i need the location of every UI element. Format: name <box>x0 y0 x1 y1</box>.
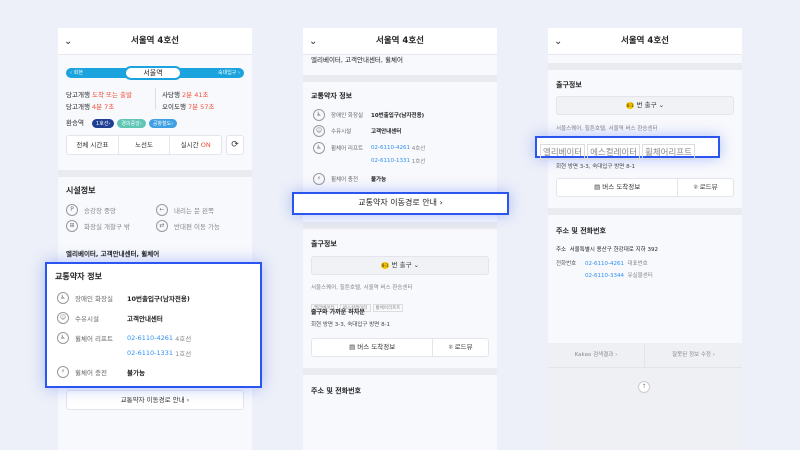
exit-selector[interactable]: 8-1 번 출구 ⌄ <box>556 96 734 115</box>
bus-arrival-button[interactable]: ▤ 버스 도착정보 <box>557 179 679 196</box>
route-map-button[interactable]: 노선도 <box>119 136 171 154</box>
chevron-down-icon[interactable]: ⌄ <box>309 36 318 47</box>
phone-link[interactable]: 02-6110-1331 <box>127 349 174 357</box>
accessibility-info-card-highlighted: 교통약자 정보 ♿ 장애인 화장실 10번출입구(남자전용) ☺ 수유시설 고객안내센터… <box>45 262 262 388</box>
swap-icon: ⇄ <box>156 220 168 232</box>
phone-link[interactable]: 02-6110-3344 <box>585 273 624 279</box>
report-error-link[interactable]: 잘못된 정보 수정 › <box>645 343 742 368</box>
arrival-4: 오이도행 7분 57초 <box>162 103 215 111</box>
nursing-room-icon: ☺ <box>57 312 69 324</box>
panel-exit-contact: ⌄ 서울역 4호선 출구정보 8-1 번 출구 ⌄ 서울스퀘어, 힐튼호텔, 서울… <box>548 28 742 450</box>
accessible-route-button-highlighted[interactable]: 교통약자 이동경로 안내 › <box>292 192 509 215</box>
arrow-up-icon[interactable]: ↑ <box>638 381 650 393</box>
arrival-2: 당고개행 4분 7초 <box>66 103 115 111</box>
accessible-route-button[interactable]: 교통약자 이동경로 안내 › <box>66 390 244 410</box>
header-title: 서울역 4호선 <box>131 36 179 46</box>
prev-station[interactable]: ‹ 회현 <box>70 70 83 76</box>
chevron-down-icon[interactable]: ⌄ <box>64 36 73 47</box>
realtime-toggle[interactable]: 실시간 ON <box>180 141 211 149</box>
header: ⌄ 서울역 4호선 <box>303 28 497 55</box>
arrival-3: 사당행 2분 41초 <box>162 91 209 99</box>
roadview-button[interactable]: ⌾ 로드뷰 <box>693 183 718 191</box>
action-group: 전체 시간표 노선도 실시간 ON <box>66 135 222 155</box>
arrival-1: 당고개행 도착 또는 출발 <box>66 91 133 99</box>
exit-tags-highlighted: 엘리베이터 에스컬레이터 휠체어리프트 <box>535 136 720 160</box>
current-station: 서울역 <box>124 66 182 80</box>
restroom-icon: ⊞ <box>66 220 78 232</box>
transfer-row: 환승역 1호선› 경의중앙› 공항철도› <box>66 117 180 128</box>
facilities-title: 시설정보 <box>66 186 96 195</box>
exit-nearby: 서울스퀘어, 힐튼호텔, 서울역 버스 환승센터 <box>311 285 413 291</box>
bus-icon: ▤ <box>594 183 601 191</box>
timetable-button[interactable]: 전체 시간표 <box>67 136 119 154</box>
chevron-down-icon[interactable]: ⌄ <box>554 36 563 47</box>
line-bar: ‹ 회현 서울역 숙대입구 › <box>66 66 244 80</box>
door-text: 회현 방면 3-3, 숙대입구 방면 8-1 <box>311 322 391 328</box>
exit-tags: 엘리베이터 에스컬레이터 휠체어리프트 <box>311 294 405 313</box>
header: ⌄ 서울역 4호선 <box>58 28 252 55</box>
header: ⌄ 서울역 4호선 <box>548 28 742 55</box>
pin-icon: ⌾ <box>693 183 698 191</box>
amenities-text: 엘리베이터, 고객안내센터, 휠체어 <box>311 56 403 64</box>
exit-selector[interactable]: 8-1 번 출구 ⌄ <box>311 256 489 275</box>
door-title: 출구와 가까운 하차문 <box>311 309 365 316</box>
phone-label: 전화번호 <box>556 261 577 267</box>
accessible-toilet-icon: ♿ <box>313 109 325 121</box>
wheelchair-charge-icon: ⚡ <box>57 366 69 378</box>
parking-icon: P <box>66 204 78 216</box>
accessibility-title: 교통약자 정보 <box>311 92 353 100</box>
phone-link[interactable]: 02-6110-1331 <box>371 158 410 164</box>
facility-item: P 승강장 중앙 <box>66 204 116 216</box>
transfer-line-1[interactable]: 1호선› <box>92 119 115 128</box>
wheelchair-charge-icon: ⚡ <box>313 173 325 185</box>
facility-item: ← 내리는 문 왼쪽 <box>156 204 214 216</box>
accessible-toilet-icon: ♿ <box>57 292 69 304</box>
facility-item: ⊞ 화장실 개찰구 밖 <box>66 220 130 232</box>
transfer-line-gyeongui[interactable]: 경의중앙› <box>117 119 146 128</box>
bus-icon: ▤ <box>349 343 356 351</box>
door-text: 회현 방면 3-3, 숙대입구 방면 8-1 <box>556 164 636 170</box>
wheelchair-lift-icon: ♿ <box>313 142 325 154</box>
amenities-text: 엘리베이터, 고객안내센터, 휠체어 <box>66 250 160 258</box>
transfer-line-airport[interactable]: 공항철도› <box>148 119 178 128</box>
accessibility-title: 교통약자 정보 <box>55 272 102 281</box>
wheelchair-lift-icon: ♿ <box>57 332 69 344</box>
bus-arrival-button[interactable]: ▤ 버스 도착정보 <box>312 339 434 356</box>
address: 주소 서울특별시 용산구 한강대로 지하 392 <box>556 247 658 253</box>
exit-title: 출구정보 <box>556 81 582 89</box>
contact-title: 주소 및 전화번호 <box>311 387 361 395</box>
exit-title: 출구정보 <box>311 240 337 248</box>
panel-accessibility: 엘리베이터, 고객안내센터, 휠체어 ⌄ 서울역 4호선 교통약자 정보 ♿ 장애인… <box>303 28 497 450</box>
arrow-left-icon: ← <box>156 204 168 216</box>
roadview-button[interactable]: ⌾ 로드뷰 <box>448 343 473 351</box>
exit-nearby: 서울스퀘어, 힐튼호텔, 서울역 버스 환승센터 <box>556 126 658 132</box>
nursing-room-icon: ☺ <box>313 125 325 137</box>
next-station[interactable]: 숙대입구 › <box>218 70 240 76</box>
facility-item: ⇄ 반대편 이동 가능 <box>156 220 220 232</box>
phone-link[interactable]: 02-6110-4261 <box>585 261 624 267</box>
phone-link[interactable]: 02-6110-4261 <box>127 334 174 342</box>
contact-title: 주소 및 전화번호 <box>556 227 606 235</box>
refresh-icon[interactable]: ⟳ <box>226 135 244 155</box>
pin-icon: ⌾ <box>448 343 453 351</box>
kakao-search-link[interactable]: Kakao 검색결과 › <box>548 343 645 368</box>
phone-link[interactable]: 02-6110-4261 <box>371 145 410 151</box>
